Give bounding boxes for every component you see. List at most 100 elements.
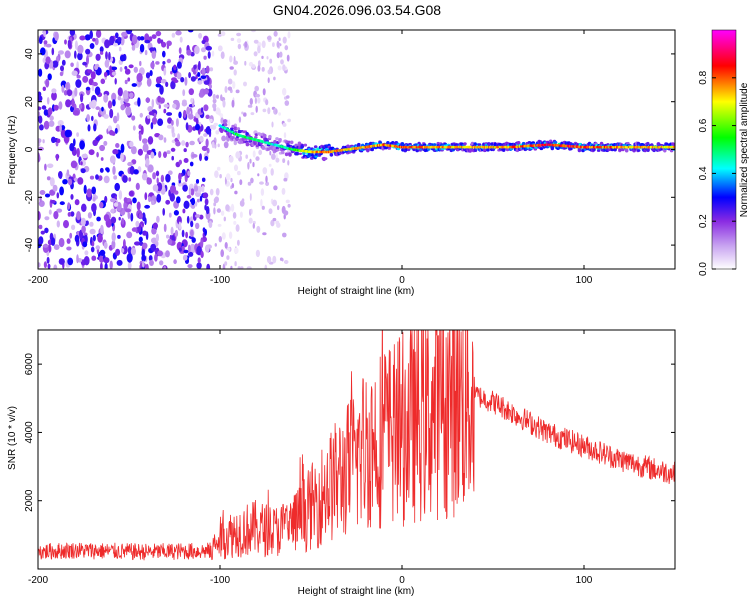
heatmap-cell xyxy=(71,98,75,108)
heatmap-cell xyxy=(103,241,108,249)
heatmap-cell xyxy=(165,250,170,258)
heatmap-cell xyxy=(463,142,467,146)
colorbar-ticks: 0.0 0.2 0.4 0.6 0.8 xyxy=(698,70,736,276)
heatmap-cell xyxy=(188,72,192,79)
heatmap-cell xyxy=(38,211,41,221)
heatmap-cell xyxy=(275,109,278,114)
heatmap-cell xyxy=(236,38,242,44)
heatmap-cell xyxy=(139,60,142,67)
heatmap-cell xyxy=(104,59,110,68)
heatmap-cell xyxy=(157,37,162,44)
heatmap-cell xyxy=(267,77,270,84)
colorbar-tick-label: 0.4 xyxy=(698,166,709,180)
heatmap-cell xyxy=(81,225,86,234)
heatmap-cell xyxy=(167,117,173,124)
heatmap-cell xyxy=(191,237,196,243)
heatmap-cell xyxy=(158,104,161,109)
heatmap-cell xyxy=(120,248,125,253)
heatmap-cell xyxy=(216,208,221,213)
heatmap-cell xyxy=(233,60,239,65)
heatmap-cell xyxy=(38,236,44,245)
y-tick-label: 40 xyxy=(24,48,35,60)
heatmap-cell xyxy=(43,120,50,130)
heatmap-cell xyxy=(131,146,137,155)
heatmap-cell xyxy=(240,266,244,269)
heatmap-cell xyxy=(193,185,199,192)
heatmap-cell xyxy=(486,148,490,152)
heatmap-cell xyxy=(505,148,510,152)
heatmap-cell xyxy=(111,71,117,76)
heatmap-cell xyxy=(173,64,177,71)
heatmap-cell xyxy=(82,61,87,66)
heatmap-cell xyxy=(98,255,105,263)
heatmap-cell xyxy=(249,158,252,164)
heatmap-cell xyxy=(269,150,272,156)
heatmap-cell xyxy=(129,141,134,148)
heatmap-cell xyxy=(190,220,194,228)
heatmap-cell xyxy=(157,118,164,126)
heatmap-cell xyxy=(170,80,176,90)
snr-panel: -200 -100 0 100 2000 4000 6000 Height of stra… xyxy=(7,329,676,597)
heatmap-cell xyxy=(284,172,289,180)
heatmap-cell xyxy=(265,181,270,186)
heatmap-cell xyxy=(470,141,475,146)
heatmap-cell xyxy=(217,108,221,116)
heatmap-cell xyxy=(233,164,239,172)
heatmap-cell xyxy=(276,40,280,48)
heatmap-cell xyxy=(127,77,131,82)
heatmap-cell xyxy=(268,208,273,215)
heatmap-cell xyxy=(163,67,167,76)
heatmap-cell xyxy=(175,118,179,127)
heatmap-cell xyxy=(215,130,220,135)
heatmap-cell xyxy=(151,200,155,205)
heatmap-cell xyxy=(163,151,167,158)
heatmap-cell xyxy=(178,159,182,165)
heatmap-cell xyxy=(269,67,271,75)
heatmap-cell xyxy=(47,73,52,81)
heatmap-cell xyxy=(59,186,64,196)
heatmap-cell xyxy=(113,202,119,207)
heatmap-cell xyxy=(142,230,148,236)
heatmap-cell xyxy=(169,185,177,194)
heatmap-cell xyxy=(43,30,46,38)
heatmap-cell xyxy=(145,158,150,166)
heatmap-cell xyxy=(139,112,143,118)
heatmap-cell xyxy=(147,106,153,112)
heatmap-cell xyxy=(117,36,122,43)
heatmap-cell xyxy=(89,175,95,180)
heatmap-cell xyxy=(182,208,186,214)
heatmap-cell xyxy=(91,115,94,122)
heatmap-cell xyxy=(44,163,47,171)
heatmap-cell xyxy=(230,265,233,269)
heatmap-cell xyxy=(205,65,210,74)
heatmap-cell xyxy=(78,103,83,110)
heatmap-cell xyxy=(112,149,119,155)
heatmap-cell xyxy=(221,232,226,240)
heatmap-cell xyxy=(95,30,102,38)
heatmap-cell xyxy=(72,110,80,116)
heatmap-cell xyxy=(38,224,43,230)
heatmap-cell xyxy=(85,86,91,91)
heatmap-cell xyxy=(170,70,173,75)
heatmap-cell xyxy=(70,211,75,217)
colorbar-tick-label: 0.6 xyxy=(698,118,709,132)
heatmap-cell xyxy=(133,169,139,175)
heatmap-cell xyxy=(75,79,82,88)
heatmap-cell xyxy=(171,32,176,38)
heatmap-cell xyxy=(94,86,101,96)
heatmap-cell xyxy=(149,70,153,77)
heatmap-cell xyxy=(48,209,52,215)
heatmap-cell xyxy=(109,129,114,136)
heatmap-cell xyxy=(219,174,222,179)
heatmap-cell xyxy=(427,147,431,151)
heatmap-cell xyxy=(94,37,99,46)
heatmap-cell xyxy=(220,31,226,37)
heatmap-cell xyxy=(117,95,122,101)
heatmap-cell xyxy=(157,250,164,257)
heatmap-cell xyxy=(85,48,91,55)
heatmap-cell xyxy=(286,95,290,99)
heatmap-cell xyxy=(46,97,50,105)
heatmap-cell xyxy=(246,266,252,269)
heatmap-cell xyxy=(128,190,134,197)
